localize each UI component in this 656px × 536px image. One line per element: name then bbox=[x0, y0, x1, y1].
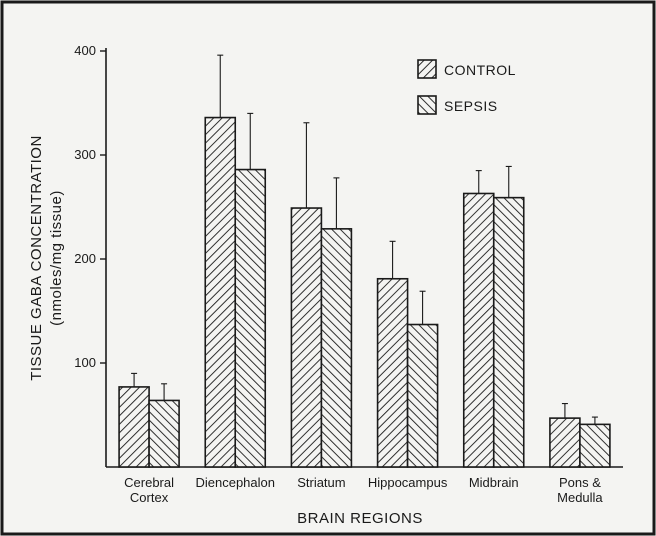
x-category-label-line: Pons & bbox=[559, 475, 601, 490]
bar-control-3 bbox=[376, 277, 409, 468]
legend: CONTROL SEPSIS bbox=[417, 59, 516, 115]
bar-control-1 bbox=[204, 116, 237, 468]
x-category-label-line: Hippocampus bbox=[368, 475, 448, 490]
bar-control-4 bbox=[462, 192, 495, 468]
bar-control-5 bbox=[549, 417, 581, 468]
legend-label-sepsis: SEPSIS bbox=[444, 98, 498, 114]
legend-swatch-control bbox=[417, 59, 437, 79]
error-bars bbox=[131, 54, 598, 425]
x-category-label-line: Cortex bbox=[130, 490, 169, 505]
y-axis-title: TISSUE GABA CONCENTRATION bbox=[28, 135, 45, 381]
x-category-labels: Cerebral Cortex Diencephalon Striatum Hippoc… bbox=[124, 475, 603, 505]
bars bbox=[118, 116, 611, 468]
y-tick-label-3: 400 bbox=[74, 43, 96, 58]
x-category-label-3: Hippocampus bbox=[368, 475, 448, 490]
plot-area bbox=[105, 48, 623, 468]
x-category-label-line: Medulla bbox=[557, 490, 603, 505]
legend-label-control: CONTROL bbox=[444, 62, 516, 78]
x-category-label-line: Diencephalon bbox=[195, 475, 275, 490]
bar-sepsis-4 bbox=[492, 196, 525, 468]
x-category-label-1: Diencephalon bbox=[195, 475, 275, 490]
bar-sepsis-3 bbox=[406, 323, 439, 468]
x-category-label-0: Cerebral Cortex bbox=[124, 475, 174, 505]
bar-sepsis-5 bbox=[579, 423, 611, 468]
x-category-label-line: Striatum bbox=[297, 475, 345, 490]
bar-sepsis-1 bbox=[234, 168, 267, 468]
bar-sepsis-2 bbox=[320, 228, 353, 468]
x-category-label-4: Midbrain bbox=[469, 475, 519, 490]
y-tick-label-2: 300 bbox=[74, 147, 96, 162]
x-category-label-line: Midbrain bbox=[469, 475, 519, 490]
legend-swatch-sepsis bbox=[417, 95, 437, 115]
x-category-label-2: Striatum bbox=[297, 475, 345, 490]
y-axis-subtitle: (nmoles/mg tissue) bbox=[48, 190, 65, 326]
bar-sepsis-0 bbox=[148, 399, 180, 468]
x-category-label-line: Cerebral bbox=[124, 475, 174, 490]
y-tick-label-0: 100 bbox=[74, 355, 96, 370]
y-tick-label-1: 200 bbox=[74, 251, 96, 266]
x-axis-title: BRAIN REGIONS bbox=[297, 510, 423, 527]
x-category-label-5: Pons & Medulla bbox=[557, 475, 603, 505]
bar-control-0 bbox=[118, 386, 150, 468]
y-ticks: 100 200 300 400 bbox=[74, 43, 106, 370]
bar-control-2 bbox=[290, 207, 323, 468]
